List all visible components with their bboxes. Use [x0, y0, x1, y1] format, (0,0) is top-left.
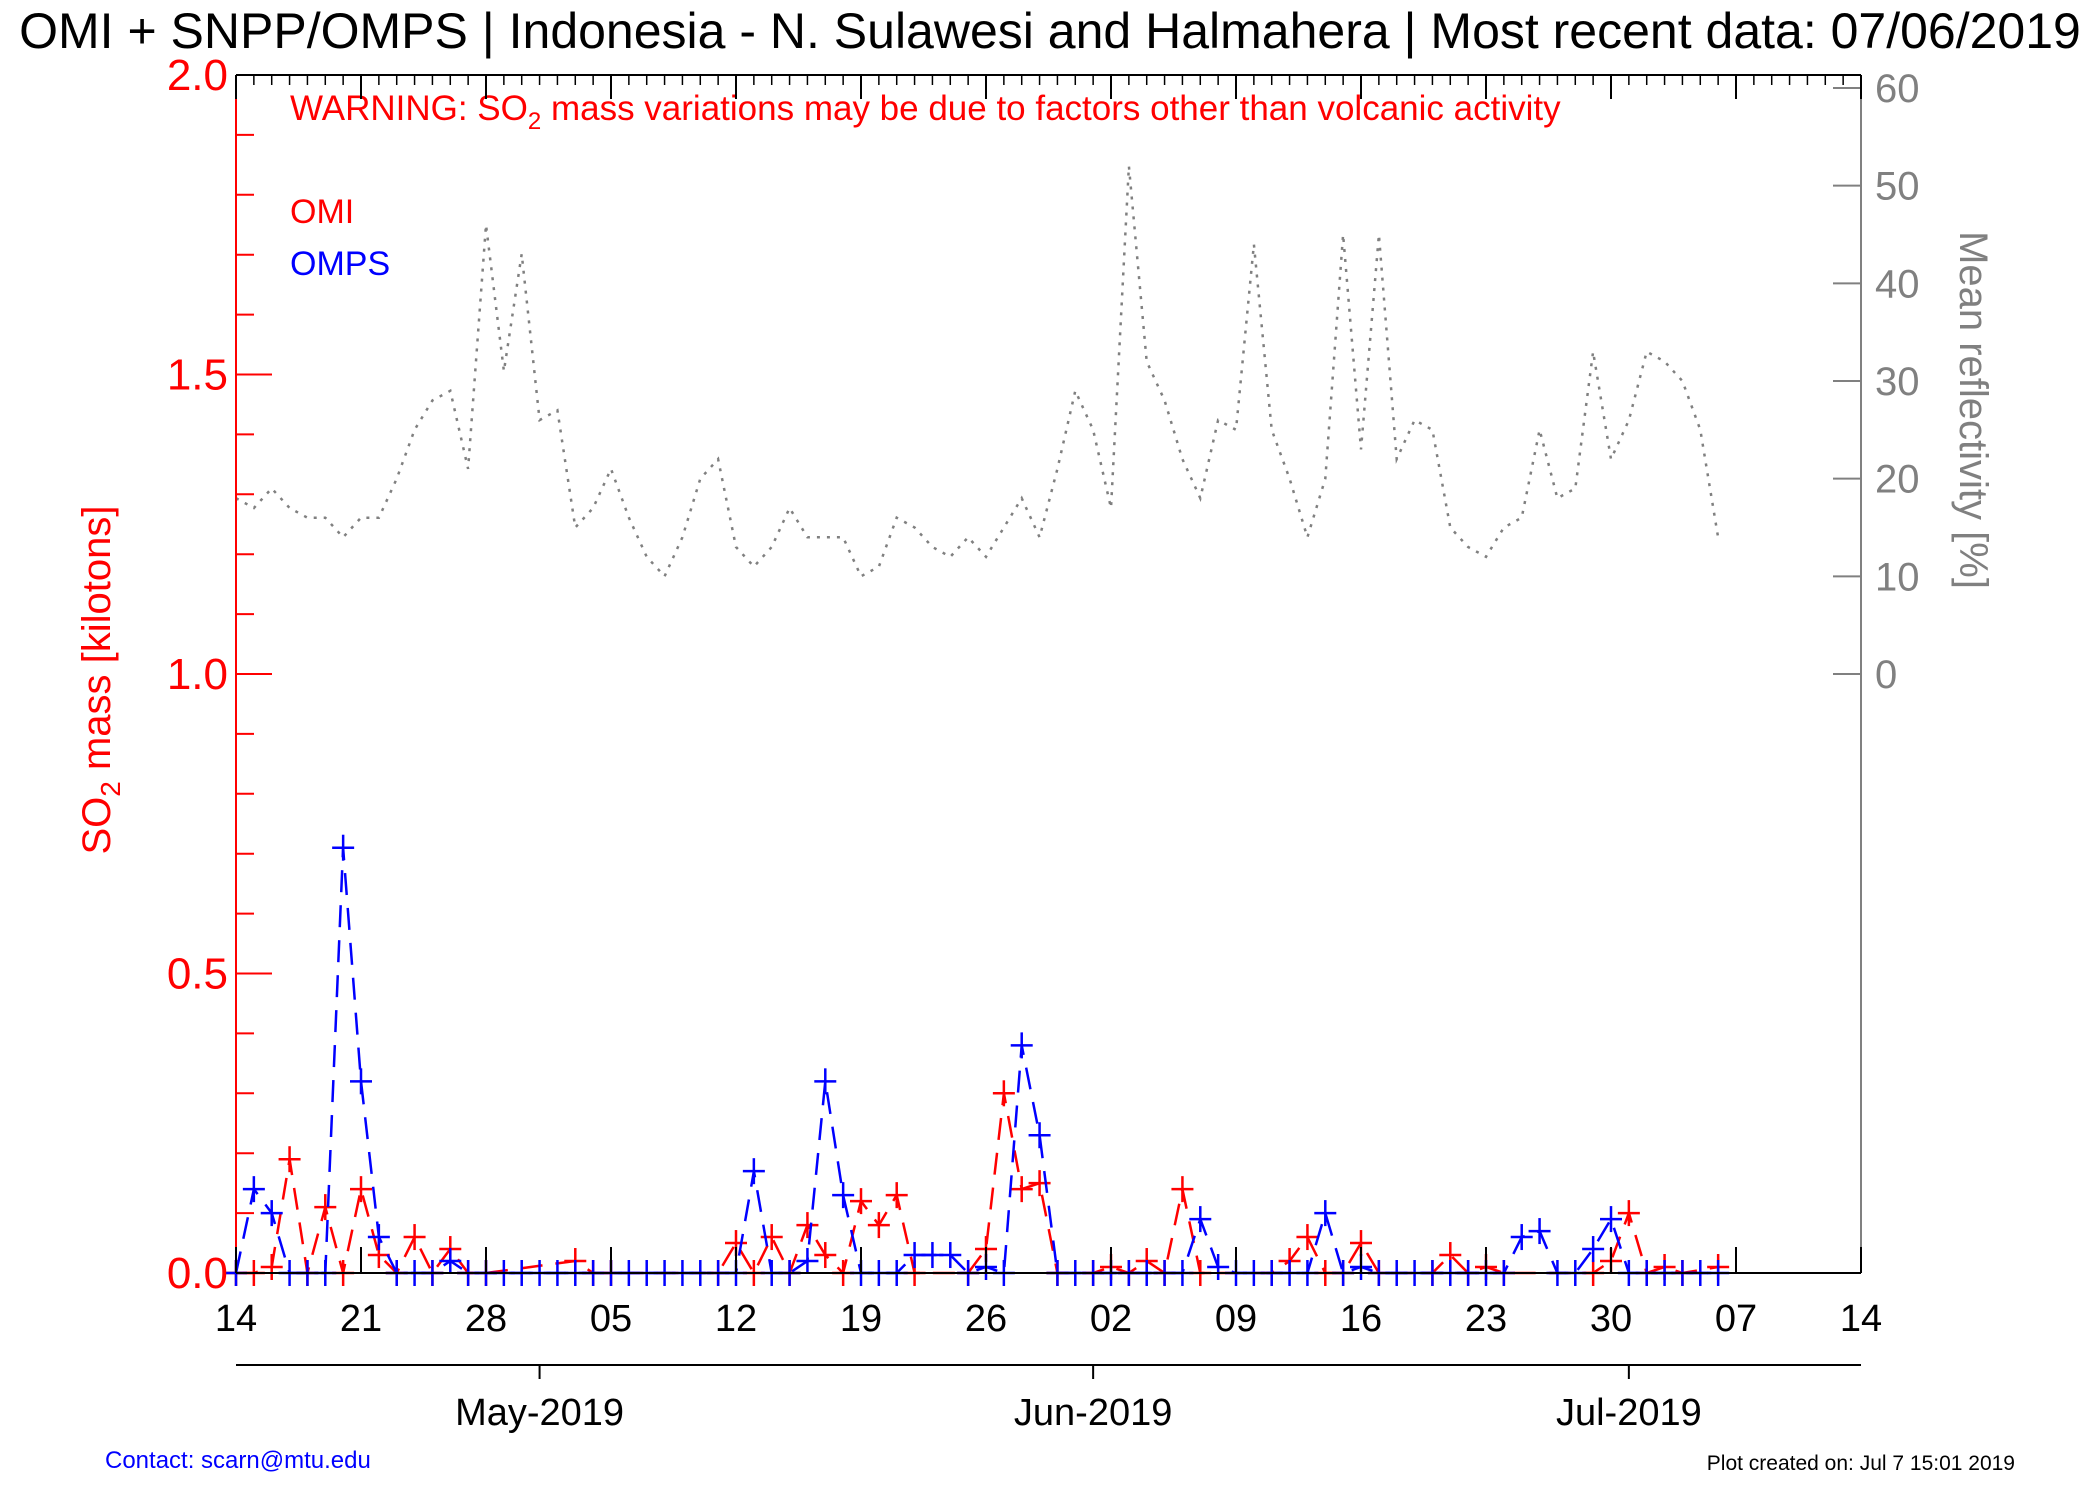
legend-entry: OMI: [290, 193, 354, 231]
right-tick-label: 50: [1875, 165, 1920, 209]
right-tick-label: 40: [1875, 262, 1920, 306]
x-tick-label: 07: [1715, 1298, 1757, 1340]
left-axis-title: SO2 mass [kilotons]: [75, 505, 126, 854]
omps-point: [260, 1200, 283, 1227]
x-tick-label: 16: [1340, 1298, 1382, 1340]
omi-point: [403, 1224, 426, 1251]
omi-point: [1171, 1176, 1194, 1203]
left-tick-label: 0.5: [167, 950, 228, 999]
x-tick-label: 30: [1590, 1298, 1632, 1340]
omps-point: [742, 1158, 765, 1185]
omps-point: [242, 1176, 265, 1203]
left-axis-title-subscript: 2: [95, 781, 126, 797]
x-tick-label: 28: [465, 1298, 507, 1340]
x-tick-label: 09: [1215, 1298, 1257, 1340]
omps-point: [332, 834, 355, 861]
legend-entry: OMPS: [290, 245, 390, 283]
omi-point: [885, 1182, 908, 1209]
x-tick-label: 02: [1090, 1298, 1132, 1340]
omi-point: [1296, 1224, 1319, 1251]
omps-point: [1028, 1122, 1051, 1149]
omps-point: [1600, 1206, 1622, 1233]
omps-point: [1528, 1218, 1551, 1245]
omps-line: [234, 847, 1719, 1275]
omps-point: [439, 1248, 462, 1275]
omi-point: [796, 1212, 819, 1239]
left-tick-label: 2.0: [167, 51, 228, 100]
x-axis: 14 21 28 05 12 19 26 02 09 16 23 30 07 14 May-2019 Jun-…: [215, 74, 1882, 1434]
omi-point: [814, 1242, 837, 1269]
month-label: May-2019: [455, 1392, 624, 1434]
omps-point: [1189, 1206, 1212, 1233]
month-label: Jun-2019: [1014, 1392, 1172, 1434]
omi-point: [278, 1146, 301, 1173]
omi-point: [850, 1188, 872, 1215]
footer-contact[interactable]: Contact: scarn@mtu.edu: [105, 1447, 371, 1474]
omps-point: [939, 1242, 962, 1269]
right-tick-label: 60: [1875, 67, 1920, 111]
omi-point: [1010, 1176, 1033, 1203]
mean-reflectivity-line: [235, 165, 1720, 579]
omps-point: [1314, 1200, 1337, 1227]
omps-point: [350, 1068, 372, 1095]
right-tick-label: 30: [1875, 360, 1920, 404]
omi-point: [1617, 1200, 1640, 1227]
omi-point: [314, 1194, 337, 1221]
month-label: Jul-2019: [1556, 1392, 1702, 1434]
warning-prefix: WARNING: SO: [290, 89, 528, 128]
series-layer: [225, 165, 1730, 1286]
left-axis-title-suffix: mass [kilotons]: [75, 505, 119, 781]
right-tick-label: 0: [1875, 653, 1897, 697]
left-axis-title-prefix: SO: [75, 797, 119, 855]
left-tick-label: 1.5: [167, 351, 228, 400]
warning-suffix: mass variations may be due to factors ot…: [541, 89, 1561, 128]
x-tick-label: 14: [1840, 1298, 1882, 1340]
omi-line: [236, 1093, 1719, 1277]
x-tick-label: 14: [215, 1298, 257, 1340]
x-tick-label: 26: [965, 1298, 1007, 1340]
omi-point: [350, 1176, 372, 1203]
right-axis-title: Mean reflectivity [%]: [1951, 231, 1995, 589]
x-tick-label: 05: [590, 1298, 632, 1340]
omps-point: [1510, 1224, 1533, 1251]
right-tick-label: 10: [1875, 555, 1920, 599]
omps-point: [814, 1068, 837, 1095]
footer-created: Plot created on: Jul 7 15:01 2019: [1707, 1452, 2015, 1475]
x-tick-label: 12: [715, 1298, 757, 1340]
omi-point: [992, 1080, 1015, 1107]
omi-point: [260, 1254, 283, 1281]
left-y-axis: 0.0 0.5 1.0 1.5 2.0: [167, 51, 272, 1298]
warning-text: WARNING: SO2 mass variations may be due …: [290, 89, 1561, 135]
omps-point: [832, 1182, 855, 1209]
chart-title: OMI + SNPP/OMPS | Indonesia - N. Sulawes…: [19, 3, 2081, 59]
omi-point: [867, 1212, 890, 1239]
x-tick-label: 23: [1465, 1298, 1507, 1340]
x-tick-label: 19: [840, 1298, 882, 1340]
right-tick-label: 20: [1875, 458, 1920, 502]
omps-point: [796, 1248, 819, 1275]
omps-point: [367, 1224, 390, 1251]
right-y-axis: 0 10 20 30 40 50 60: [1833, 67, 1920, 1273]
omps-point: [1582, 1236, 1605, 1263]
legend: OMI OMPS: [290, 193, 390, 283]
left-tick-label: 0.0: [167, 1249, 228, 1298]
left-tick-label: 1.0: [167, 650, 228, 699]
omps-point: [1207, 1254, 1230, 1281]
x-tick-label: 21: [340, 1298, 382, 1340]
omps-point: [1010, 1032, 1033, 1059]
warning-subscript: 2: [528, 108, 541, 135]
